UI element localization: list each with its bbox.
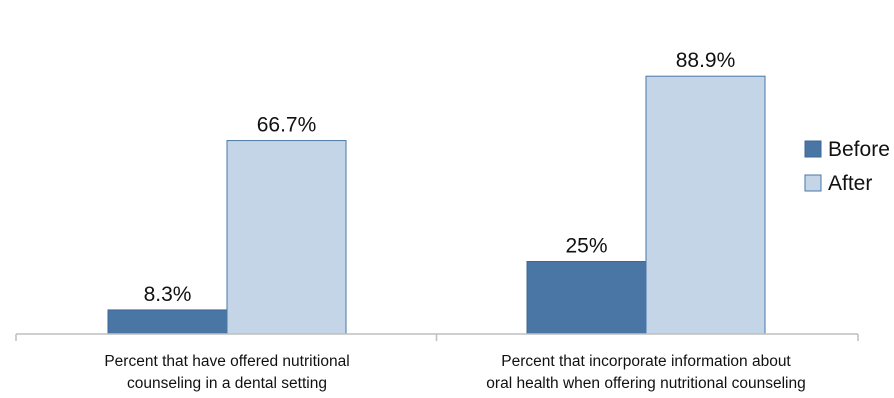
x-axis-ticks [15, 334, 859, 341]
bar-before-1 [107, 309, 228, 335]
legend: Before After [804, 138, 890, 195]
legend-swatch-before [804, 140, 822, 158]
category-label-1: Percent that have offered nutritional cou… [104, 353, 349, 392]
category-label-2-line-1: Percent that incorporate information abo… [501, 353, 791, 370]
value-label-before-2: 25% [565, 235, 607, 258]
category-labels-group: Percent that have offered nutritional cou… [104, 353, 805, 392]
category-label-1-line-1: Percent that have offered nutritional [104, 353, 349, 370]
legend-label-after: After [828, 172, 872, 195]
value-labels-group: 8.3% 25% 66.7% 88.9% [144, 49, 736, 306]
value-label-after-2: 88.9% [676, 49, 736, 72]
category-label-1-line-2: counseling in a dental setting [127, 375, 327, 392]
value-label-before-1: 8.3% [144, 283, 192, 306]
bar-after-2 [645, 75, 766, 335]
bar-after-1 [226, 140, 347, 335]
category-label-2: Percent that incorporate information abo… [486, 353, 805, 392]
category-label-2-line-2: oral health when offering nutritional co… [486, 375, 805, 392]
value-label-after-1: 66.7% [257, 114, 317, 137]
legend-swatch-after [804, 174, 822, 192]
bars-group [107, 75, 766, 335]
legend-label-before: Before [828, 138, 890, 161]
bar-before-2 [526, 261, 647, 335]
